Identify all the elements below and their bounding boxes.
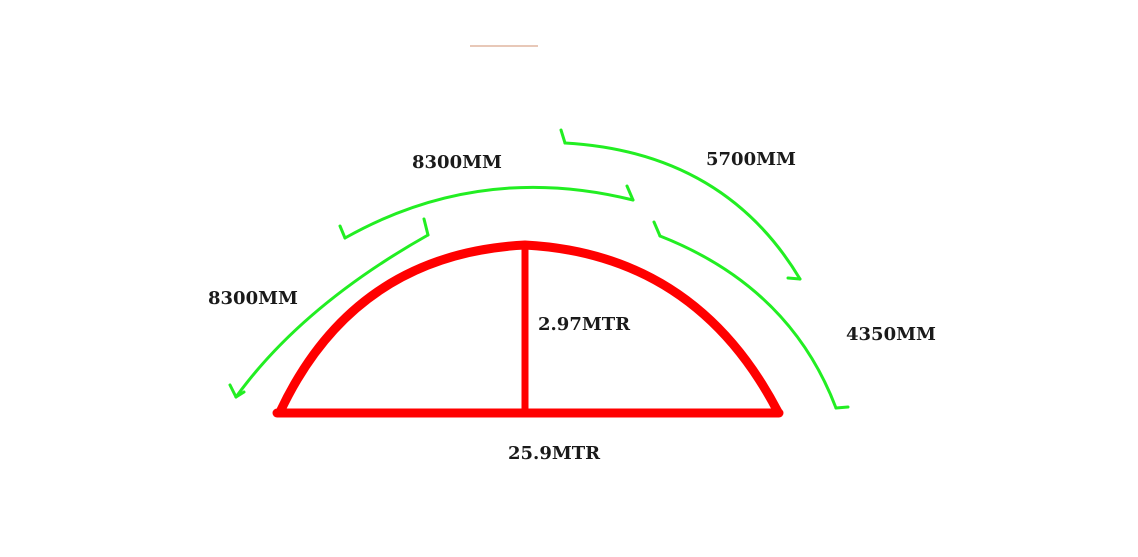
segment-tick-top-right-end <box>786 276 802 281</box>
segment-label-top-left: 8300MM <box>412 152 502 173</box>
base-label: 25.9MTR <box>508 443 601 464</box>
segment-arc-top-left <box>343 185 635 240</box>
segment-tick-top-left-start <box>338 224 347 240</box>
dimension-labels: 8300MM 8300MM 5700MM 4350MM 2.97MTR 25.9… <box>208 149 936 464</box>
segment-arc-right-lower <box>658 234 838 410</box>
segment-tick-right-lower-end <box>834 405 850 410</box>
segment-tick-right-lower-start <box>652 220 662 238</box>
segment-label-top-right: 5700MM <box>706 149 796 170</box>
segment-tick-left-lower-end <box>422 217 430 237</box>
segment-arc-top-right <box>563 141 802 281</box>
segment-tick-left-lower-start <box>228 383 246 399</box>
segment-arc-left-lower <box>234 233 430 399</box>
segment-label-left-lower: 8300MM <box>208 288 298 309</box>
arch-structure <box>272 240 784 418</box>
arch-curve <box>275 240 783 417</box>
segment-tick-top-left-end <box>625 184 635 202</box>
segment-tick-top-right-start <box>559 128 567 145</box>
rise-label: 2.97MTR <box>538 314 631 335</box>
segment-arcs <box>228 128 850 410</box>
segment-label-right-lower: 4350MM <box>846 324 936 345</box>
